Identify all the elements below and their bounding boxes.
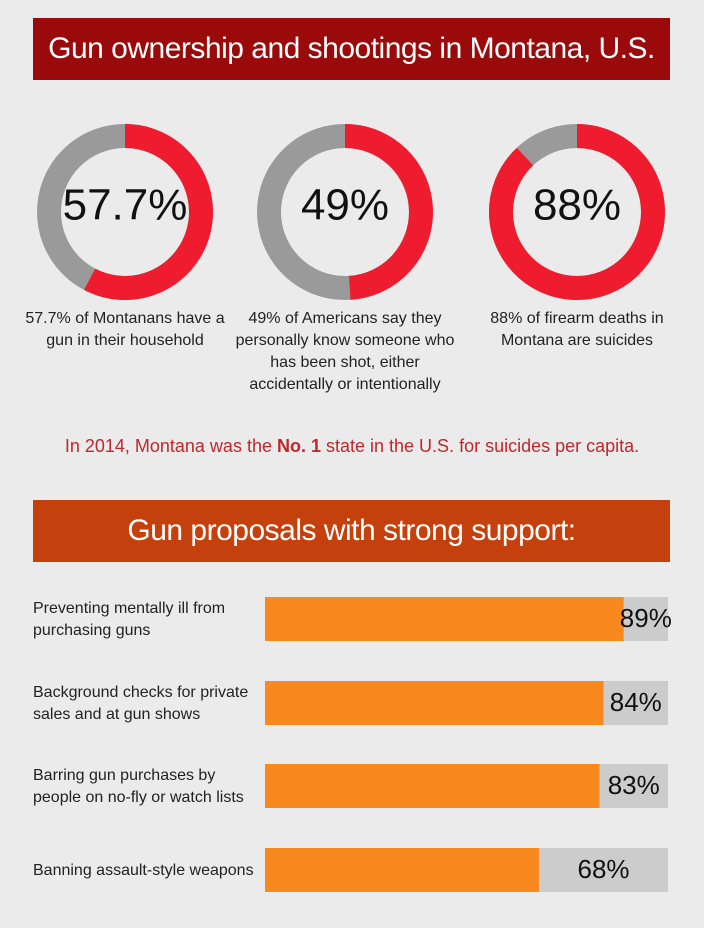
donut-arc [84, 124, 213, 300]
donut-caption: 57.7% of Montanans have a gun in their h… [25, 310, 225, 349]
bar-category-label: Banning assault-style weapons [33, 862, 254, 879]
bar-category-label: Preventing mentally ill from purchasing … [33, 600, 226, 639]
donut-label: 88% [533, 181, 621, 230]
donut-arc [344, 124, 433, 300]
donut-label: 57.7% [63, 181, 188, 230]
bar-chart-title: Gun proposals with strong support: [33, 500, 670, 562]
note: In 2014, Montana was the No. 1 state in … [0, 436, 704, 457]
donut-arc [489, 124, 665, 300]
donut-caption: 49% of Americans say they personally kno… [235, 310, 455, 393]
note-text: In 2014, Montana was the [64, 436, 277, 456]
bar-category-label: Background checks for private sales and … [33, 684, 249, 723]
header-title: Gun ownership and shootings in Montana, … [33, 18, 670, 80]
donut-label: 49% [301, 181, 389, 230]
bar-category-label: Barring gun purchases by people on no-fl… [33, 767, 244, 806]
bar [265, 848, 540, 892]
note-bold: No. 1 [276, 436, 321, 456]
bar-value-label: 68% [577, 854, 629, 884]
bar-value-label: 84% [610, 687, 662, 717]
donut-caption: 88% of firearm deaths in Montana are sui… [490, 310, 664, 349]
bar-value-label: 89% [620, 603, 672, 633]
bar [265, 681, 604, 725]
bar [265, 764, 600, 808]
note-text: state in the U.S. for suicides per capit… [321, 436, 640, 456]
bar-value-label: 83% [608, 770, 660, 800]
bar [265, 597, 624, 641]
